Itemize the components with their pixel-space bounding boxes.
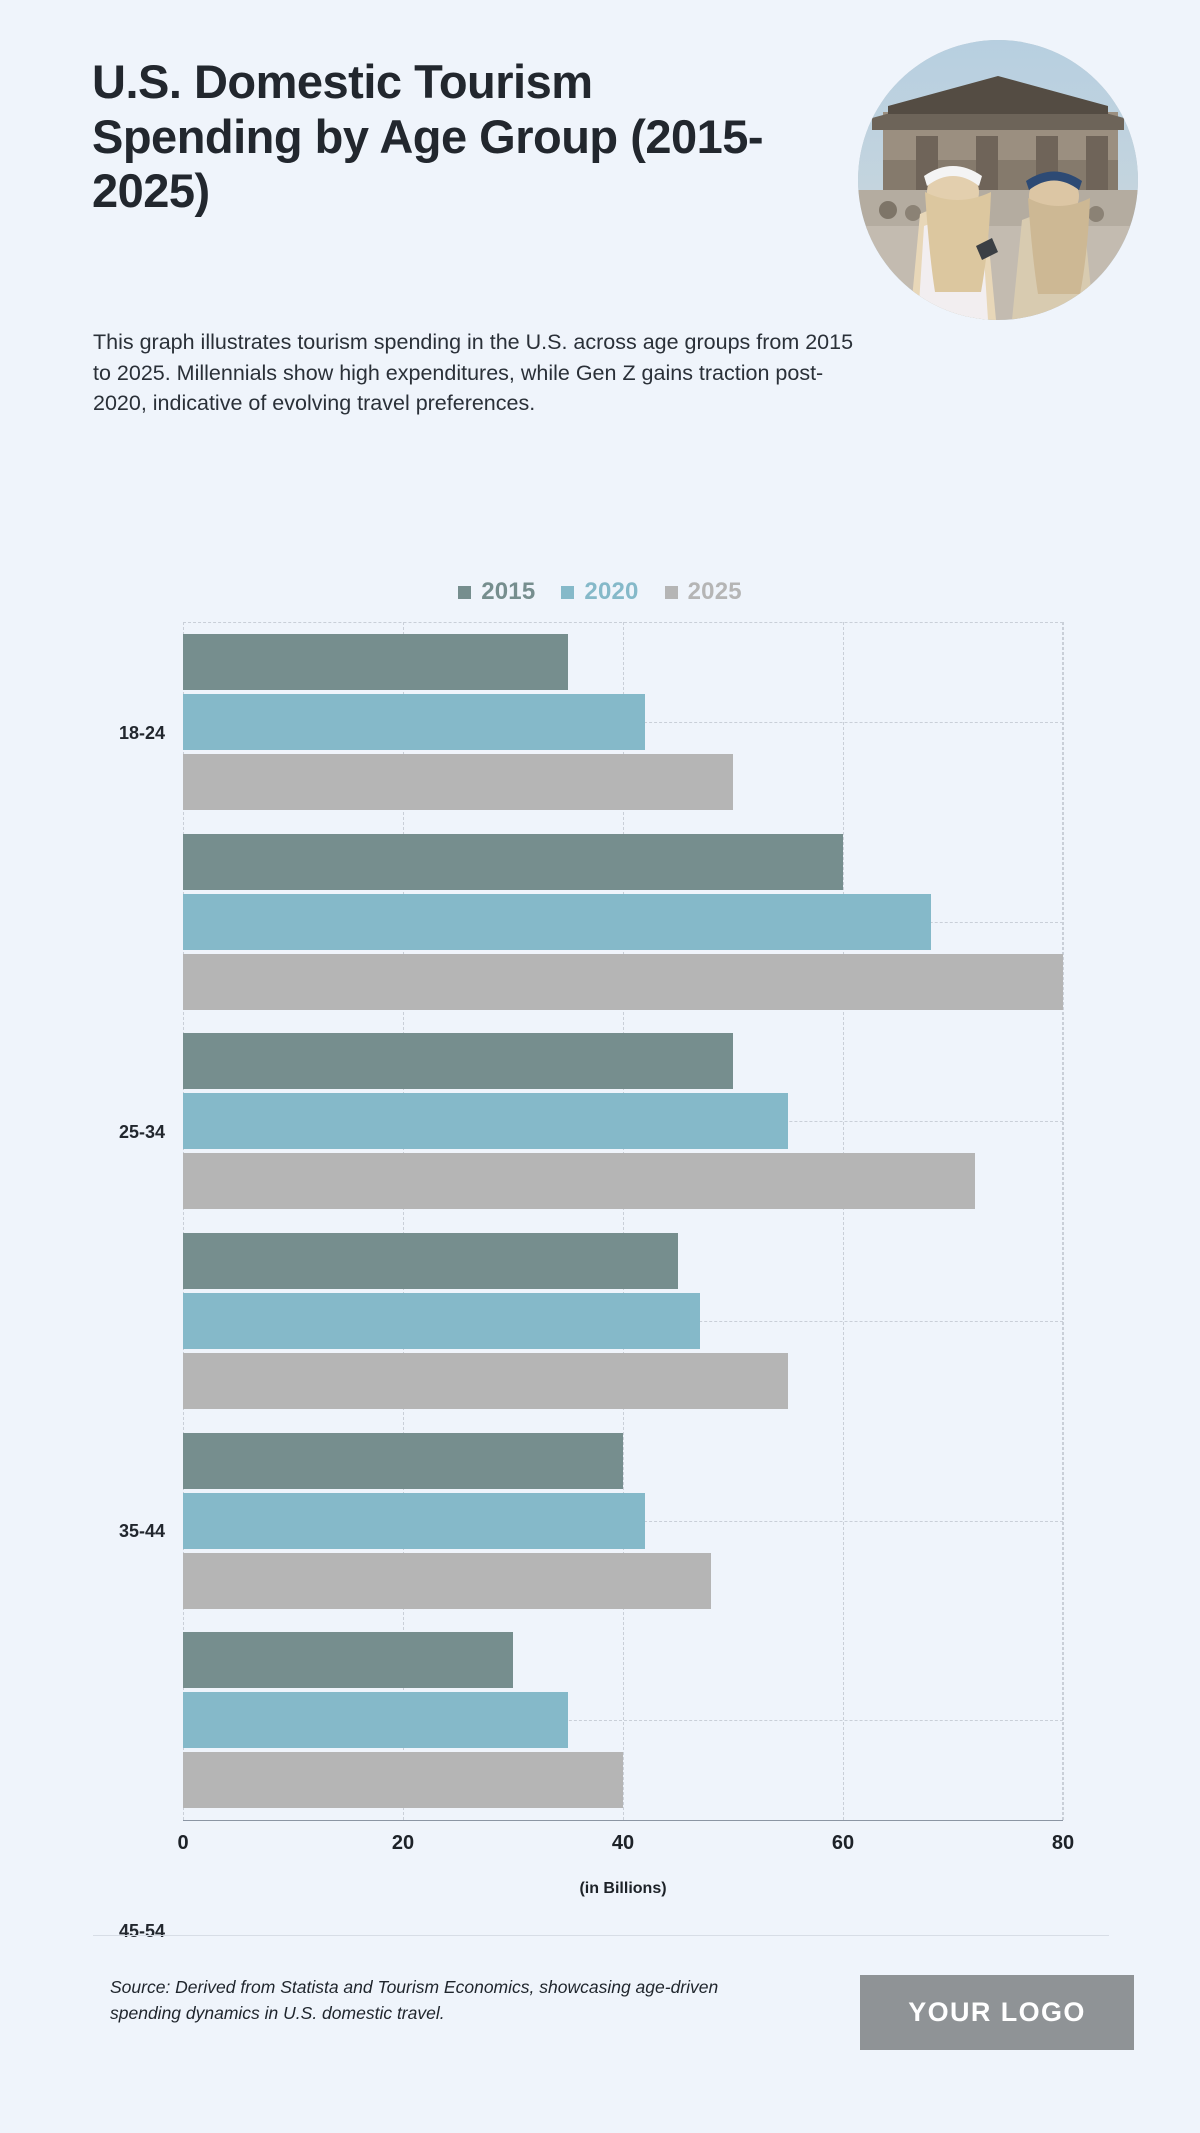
bar-65+-2015[interactable]: [183, 1632, 513, 1689]
legend-swatch-2020: [561, 585, 575, 599]
page-title: U.S. Domestic Tourism Spending by Age Gr…: [92, 55, 764, 218]
category-label-45-54: 45-54: [118, 1920, 165, 1941]
legend-label-2020: 2020: [584, 578, 639, 605]
bar-35-44-2015[interactable]: [183, 1033, 733, 1090]
tourists-photo: [858, 40, 1138, 320]
legend-item-2020[interactable]: 2020: [561, 578, 638, 606]
legend-item-2025[interactable]: 2025: [664, 578, 742, 606]
legend-swatch-2015: [458, 585, 472, 599]
bar-55-64-2025[interactable]: [183, 1552, 711, 1609]
bar-45-54-2025[interactable]: [183, 1352, 788, 1409]
bar-group-25-34: 25-34: [119, 833, 1063, 1142]
gridline-y-65+: [183, 1720, 1063, 1722]
category-label-18-24: 18-24: [118, 722, 165, 743]
bar-18-24-2015[interactable]: [183, 633, 568, 690]
legend-swatch-2025: [664, 585, 678, 599]
bar-35-44-2020[interactable]: [183, 1093, 788, 1150]
source-note: Source: Derived from Statista and Touris…: [110, 1977, 719, 2023]
footer-divider: [93, 1935, 1109, 1936]
x-tick-label-60: 60: [831, 1832, 855, 1854]
gridline-x-40: [623, 622, 624, 1820]
bar-45-54-2020[interactable]: [183, 1292, 700, 1349]
chart-legend: 2015 2020 2025: [0, 578, 1200, 606]
bar-18-24-2020[interactable]: [183, 693, 645, 750]
legend-item-2015[interactable]: 2015: [458, 578, 535, 606]
logo-text: YOUR LOGO: [908, 1997, 1086, 2027]
x-tick-label-80: 80: [1051, 1832, 1075, 1854]
bar-45-54-2015[interactable]: [183, 1232, 678, 1289]
bar-55-64-2020[interactable]: [183, 1492, 645, 1549]
gridline-x-60: [843, 622, 844, 1820]
x-tick-label-40: 40: [611, 1832, 635, 1854]
x-tick-label-20: 20: [391, 1832, 415, 1854]
bar-65+-2025[interactable]: [183, 1752, 623, 1809]
logo-placeholder[interactable]: YOUR LOGO: [860, 1975, 1134, 2050]
bar-55-64-2015[interactable]: [183, 1432, 623, 1489]
bar-25-34-2025[interactable]: [183, 953, 1063, 1010]
gridline-x-80: [1063, 622, 1064, 1820]
bar-18-24-2025[interactable]: [183, 753, 733, 810]
bar-chart: 18-24 25-34 35-44 45-54 55-64 65+ 0 20 40 60 80 (…: [119, 622, 1074, 1941]
x-axis-line: [183, 1820, 1063, 1821]
category-label-25-34: 25-34: [118, 1122, 165, 1142]
bar-group-18-24: 18-24: [119, 633, 1063, 810]
bar-group-55-64: 55-64: [183, 1432, 1063, 1609]
bar-group-35-44: 35-44: [119, 1033, 1063, 1541]
bar-25-34-2020[interactable]: [183, 893, 931, 950]
bar-25-34-2015[interactable]: [183, 833, 843, 890]
bar-35-44-2025[interactable]: [183, 1153, 975, 1210]
gridline-x-0: [183, 622, 184, 1820]
category-label-35-44: 35-44: [118, 1521, 165, 1542]
bar-group-65+: 65+: [183, 1632, 1063, 1809]
bar-65+-2020[interactable]: [183, 1692, 568, 1749]
bar-group-45-54: 45-54: [119, 1232, 1063, 1941]
x-axis-title: (in Billions): [579, 1880, 667, 1897]
x-tick-label-0: 0: [177, 1832, 189, 1854]
description-text: This graph illustrates tourism spending …: [93, 330, 854, 416]
legend-label-2025: 2025: [687, 578, 742, 605]
gridline-x-20: [403, 622, 404, 1820]
legend-label-2015: 2015: [481, 578, 536, 605]
header: U.S. Domestic Tourism Spending by Age Gr…: [0, 0, 1200, 500]
